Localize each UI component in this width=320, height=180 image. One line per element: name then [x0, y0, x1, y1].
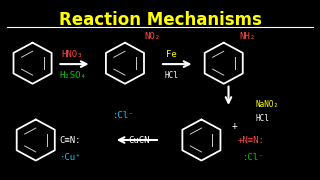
- Text: Fe: Fe: [166, 50, 177, 59]
- Text: CuCN: CuCN: [129, 136, 150, 145]
- Text: NO₂: NO₂: [144, 32, 160, 41]
- Text: +N≡N:: +N≡N:: [238, 136, 265, 145]
- Text: Reaction Mechanisms: Reaction Mechanisms: [59, 11, 261, 29]
- Text: ·Cu⁺: ·Cu⁺: [60, 153, 81, 162]
- Text: NH₂: NH₂: [240, 32, 256, 41]
- Text: C≡N:: C≡N:: [60, 136, 81, 145]
- Text: NaNO₂: NaNO₂: [256, 100, 279, 109]
- Text: HCl: HCl: [256, 114, 269, 123]
- Text: H₂SO₄: H₂SO₄: [59, 71, 86, 80]
- Text: HCl: HCl: [164, 71, 178, 80]
- Text: +: +: [232, 121, 238, 131]
- Text: HNO₃: HNO₃: [62, 50, 83, 59]
- Text: :Cl⁻: :Cl⁻: [113, 111, 134, 120]
- Text: :Cl⁻: :Cl⁻: [243, 153, 264, 162]
